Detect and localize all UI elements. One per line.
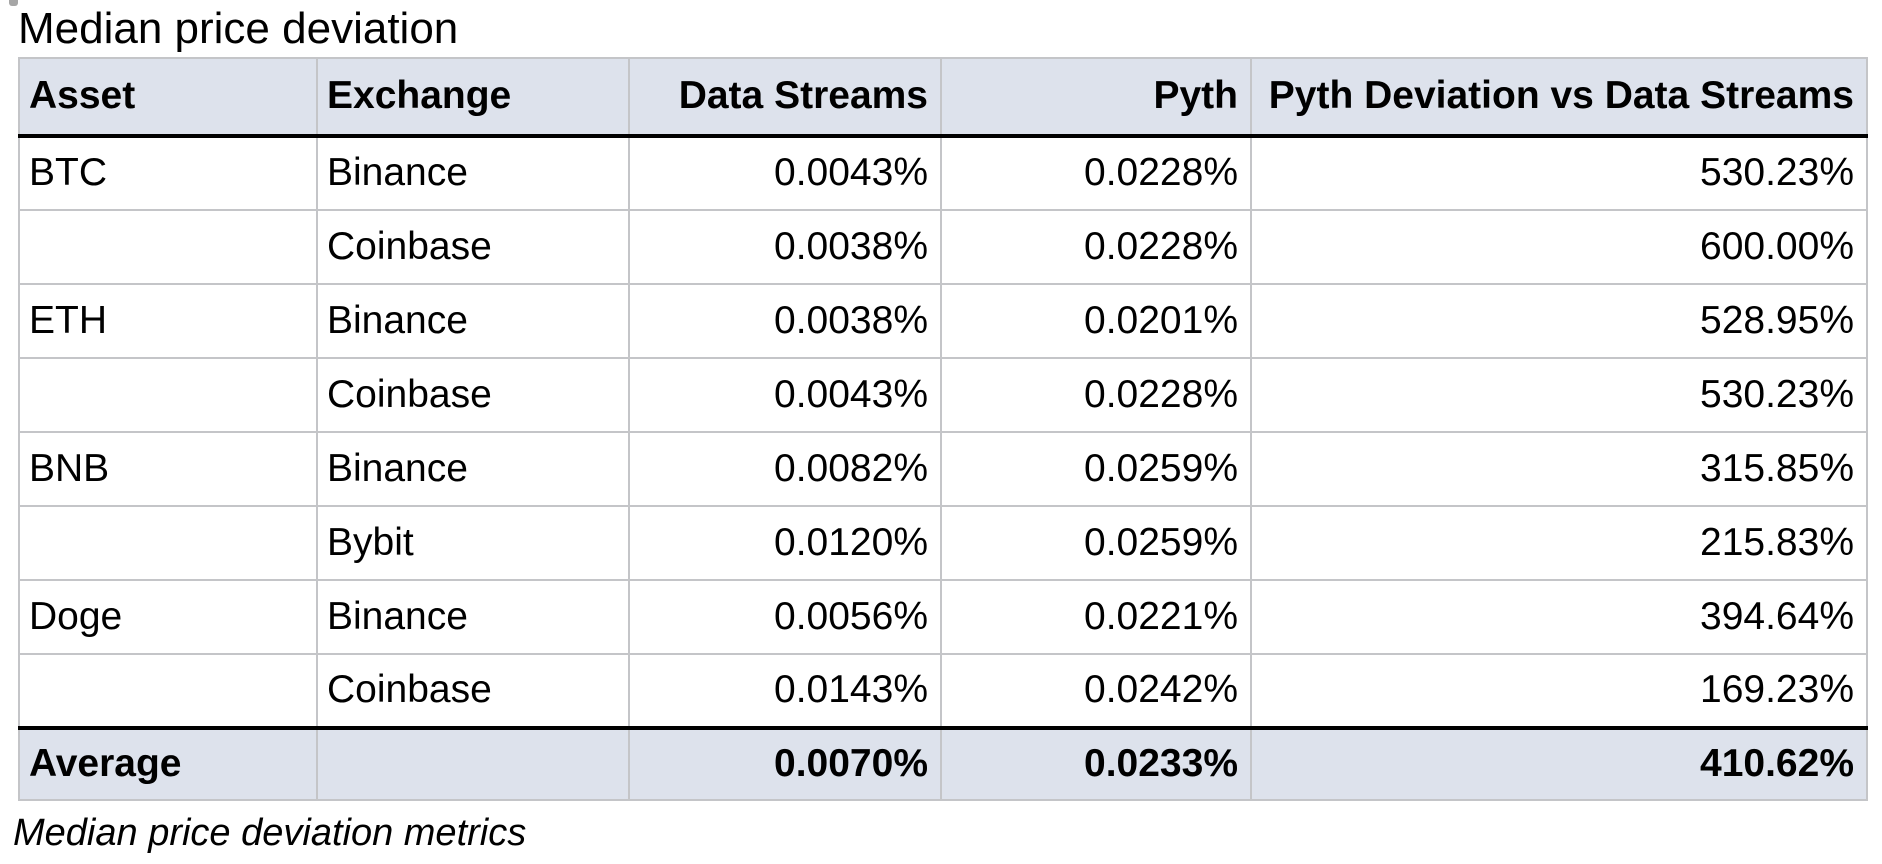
cell-data-streams: 0.0038% xyxy=(628,209,942,285)
cell-data-streams: 0.0082% xyxy=(628,431,942,507)
cell-deviation: 530.23% xyxy=(1250,135,1868,211)
cell-data-streams: 0.0043% xyxy=(628,135,942,211)
cell-deviation: 600.00% xyxy=(1250,209,1868,285)
cell-average-pyth: 0.0233% xyxy=(940,726,1252,801)
cell-pyth: 0.0221% xyxy=(940,579,1252,655)
cell-deviation: 394.64% xyxy=(1250,579,1868,655)
table-row: BNB Binance 0.0082% 0.0259% 315.85% xyxy=(18,431,1868,507)
median-price-deviation-table: Asset Exchange Data Streams Pyth Pyth De… xyxy=(18,57,1868,801)
cell-deviation: 315.85% xyxy=(1250,431,1868,507)
cell-asset xyxy=(18,653,318,729)
cell-asset xyxy=(18,505,318,581)
cell-exchange: Coinbase xyxy=(316,653,630,729)
cell-exchange: Binance xyxy=(316,135,630,211)
column-header-pyth: Pyth xyxy=(940,57,1252,138)
cell-average-deviation: 410.62% xyxy=(1250,726,1868,801)
cell-average-label: Average xyxy=(18,726,318,801)
cell-pyth: 0.0228% xyxy=(940,357,1252,433)
table-row: Doge Binance 0.0056% 0.0221% 394.64% xyxy=(18,579,1868,655)
column-header-asset: Asset xyxy=(18,57,318,138)
table-caption: Median price deviation metrics xyxy=(13,812,527,854)
cell-asset: Doge xyxy=(18,579,318,655)
cell-exchange: Coinbase xyxy=(316,209,630,285)
column-header-exchange: Exchange xyxy=(316,57,630,138)
cell-asset: BTC xyxy=(18,135,318,211)
cell-pyth: 0.0201% xyxy=(940,283,1252,359)
cell-asset xyxy=(18,209,318,285)
cell-asset xyxy=(18,357,318,433)
table-row: Bybit 0.0120% 0.0259% 215.83% xyxy=(18,505,1868,581)
column-header-data-streams: Data Streams xyxy=(628,57,942,138)
cell-data-streams: 0.0043% xyxy=(628,357,942,433)
cell-data-streams: 0.0143% xyxy=(628,653,942,729)
cell-deviation: 169.23% xyxy=(1250,653,1868,729)
column-header-deviation: Pyth Deviation vs Data Streams xyxy=(1250,57,1868,138)
cell-average-data-streams: 0.0070% xyxy=(628,726,942,801)
cell-deviation: 528.95% xyxy=(1250,283,1868,359)
cell-data-streams: 0.0056% xyxy=(628,579,942,655)
cell-exchange: Binance xyxy=(316,431,630,507)
cell-pyth: 0.0228% xyxy=(940,135,1252,211)
cell-pyth: 0.0228% xyxy=(940,209,1252,285)
cell-asset: BNB xyxy=(18,431,318,507)
cell-deviation: 215.83% xyxy=(1250,505,1868,581)
cell-deviation: 530.23% xyxy=(1250,357,1868,433)
table-row: BTC Binance 0.0043% 0.0228% 530.23% xyxy=(18,135,1868,211)
cell-exchange: Coinbase xyxy=(316,357,630,433)
screenshot-artifact xyxy=(9,0,18,6)
cell-average-exchange xyxy=(316,726,630,801)
cell-exchange: Binance xyxy=(316,579,630,655)
cell-pyth: 0.0259% xyxy=(940,505,1252,581)
cell-exchange: Binance xyxy=(316,283,630,359)
header-row: Asset Exchange Data Streams Pyth Pyth De… xyxy=(18,57,1868,138)
average-row: Average 0.0070% 0.0233% 410.62% xyxy=(18,726,1868,801)
table-row: Coinbase 0.0143% 0.0242% 169.23% xyxy=(18,653,1868,729)
cell-pyth: 0.0259% xyxy=(940,431,1252,507)
cell-asset: ETH xyxy=(18,283,318,359)
cell-exchange: Bybit xyxy=(316,505,630,581)
cell-data-streams: 0.0120% xyxy=(628,505,942,581)
cell-data-streams: 0.0038% xyxy=(628,283,942,359)
table-row: Coinbase 0.0043% 0.0228% 530.23% xyxy=(18,357,1868,433)
table-row: Coinbase 0.0038% 0.0228% 600.00% xyxy=(18,209,1868,285)
page-title: Median price deviation xyxy=(18,4,459,53)
cell-pyth: 0.0242% xyxy=(940,653,1252,729)
table-row: ETH Binance 0.0038% 0.0201% 528.95% xyxy=(18,283,1868,359)
